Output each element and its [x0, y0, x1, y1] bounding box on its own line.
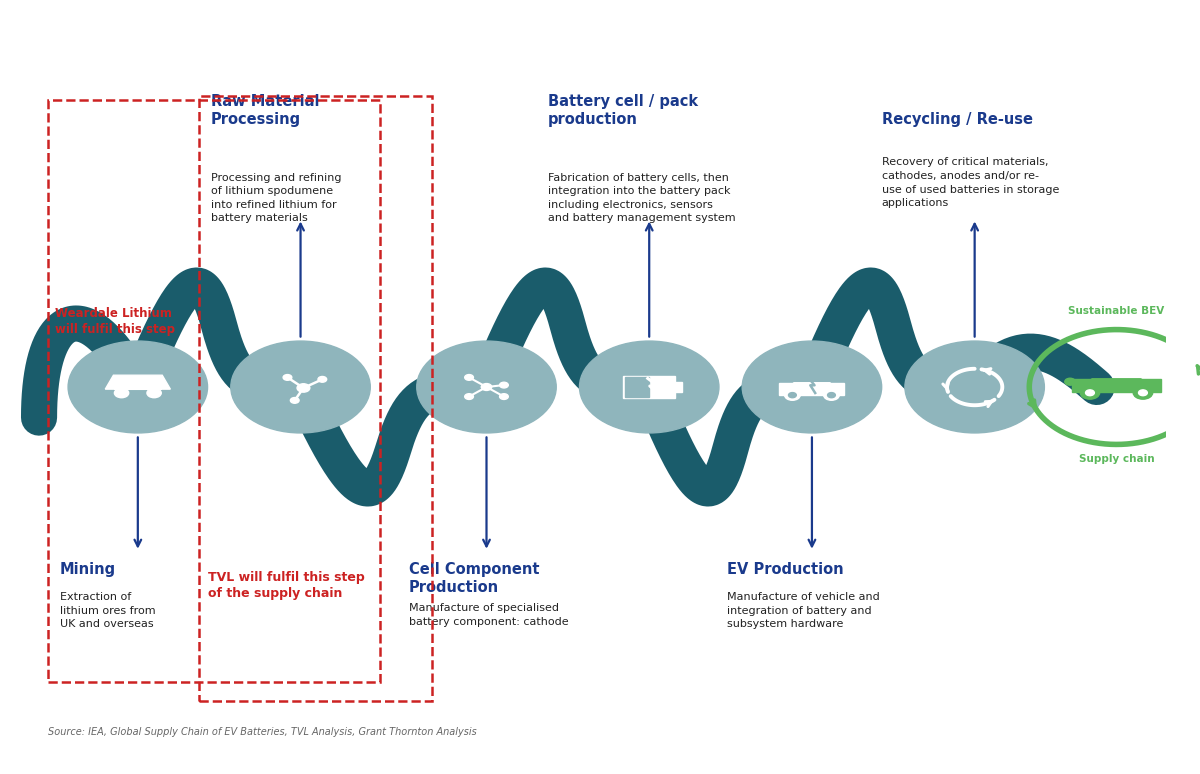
Text: Processing and refining
of lithium spodumene
into refined lithium for
battery ma: Processing and refining of lithium spodu… — [211, 173, 342, 224]
Circle shape — [283, 375, 292, 380]
Circle shape — [146, 389, 161, 398]
Text: Cell Component
Production: Cell Component Production — [409, 562, 539, 594]
Circle shape — [1080, 386, 1099, 399]
Circle shape — [499, 382, 509, 388]
Text: Sustainable BEV: Sustainable BEV — [1068, 306, 1164, 316]
Bar — [676, 382, 682, 392]
Circle shape — [905, 341, 1044, 433]
Text: Supply chain: Supply chain — [1079, 454, 1154, 464]
Polygon shape — [106, 375, 170, 389]
Polygon shape — [1081, 378, 1152, 386]
Circle shape — [290, 398, 299, 403]
Circle shape — [114, 389, 128, 398]
Bar — [1073, 378, 1160, 392]
Circle shape — [464, 394, 474, 399]
Circle shape — [416, 341, 557, 433]
Circle shape — [1133, 386, 1153, 399]
Circle shape — [742, 341, 882, 433]
Circle shape — [68, 341, 208, 433]
Bar — [624, 378, 649, 396]
Circle shape — [481, 384, 492, 390]
Circle shape — [1086, 390, 1094, 396]
Text: Extraction of
lithium ores from
UK and overseas: Extraction of lithium ores from UK and o… — [60, 592, 156, 629]
Circle shape — [464, 375, 474, 380]
Text: Recycling / Re-use: Recycling / Re-use — [882, 111, 1033, 127]
Circle shape — [823, 390, 839, 400]
Circle shape — [499, 394, 509, 399]
Bar — [199, 96, 432, 701]
Text: Raw Material
Processing: Raw Material Processing — [211, 94, 319, 127]
Bar — [623, 376, 676, 398]
Circle shape — [1064, 378, 1075, 385]
Circle shape — [580, 341, 719, 433]
Text: TVL will fulfil this step
of the supply chain: TVL will fulfil this step of the supply … — [208, 570, 365, 601]
Text: Manufacture of specialised
battery component: cathode: Manufacture of specialised battery compo… — [409, 603, 569, 626]
Bar — [48, 100, 379, 682]
Circle shape — [828, 392, 835, 398]
Circle shape — [788, 392, 797, 398]
Text: Battery cell / pack
production: Battery cell / pack production — [548, 94, 698, 127]
Circle shape — [318, 376, 326, 382]
Circle shape — [230, 341, 371, 433]
Text: Manufacture of vehicle and
integration of battery and
subsystem hardware: Manufacture of vehicle and integration o… — [727, 592, 880, 629]
Text: Source: IEA, Global Supply Chain of EV Batteries, TVL Analysis, Grant Thornton A: Source: IEA, Global Supply Chain of EV B… — [48, 728, 478, 738]
Bar — [779, 382, 845, 395]
Text: Weardale Lithium
will fulfil this step: Weardale Lithium will fulfil this step — [55, 307, 175, 336]
Text: Fabrication of battery cells, then
integration into the battery pack
including e: Fabrication of battery cells, then integ… — [548, 173, 736, 224]
Text: EV Production: EV Production — [727, 562, 844, 577]
Circle shape — [1139, 390, 1147, 396]
Text: Mining: Mining — [60, 562, 116, 577]
Circle shape — [785, 390, 800, 400]
Circle shape — [298, 384, 310, 392]
Text: Recovery of critical materials,
cathodes, anodes and/or re-
use of used batterie: Recovery of critical materials, cathodes… — [882, 157, 1060, 208]
Polygon shape — [787, 382, 836, 388]
